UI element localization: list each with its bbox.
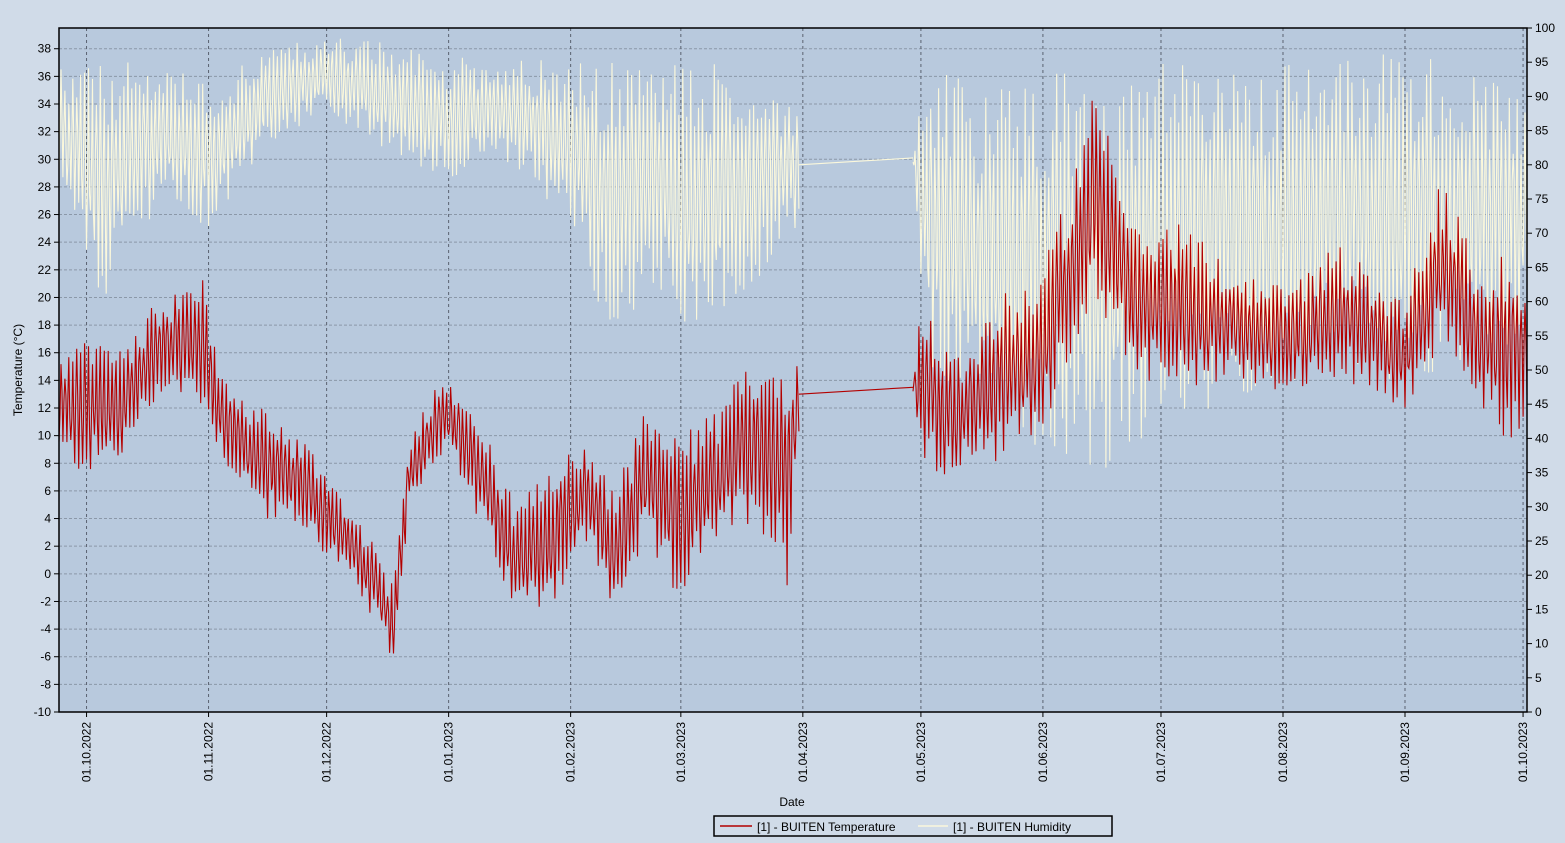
humidity-line-part2 [912,54,1528,468]
legend-box [713,815,1113,837]
right-tick-label: 40 [1535,431,1549,445]
left-tick-label: 18 [38,318,52,332]
left-tick-label: 8 [44,456,51,470]
right-axis: 1009590858075706560555045403530252015105… [1527,21,1555,719]
left-tick-label: 0 [44,567,51,581]
temperature-gap-connector [798,386,914,395]
left-tick-label: 22 [38,263,52,277]
x-tick-label: 01.10.2023 [1516,722,1530,782]
right-tick-label: 80 [1535,158,1549,172]
right-tick-label: 60 [1535,295,1549,309]
left-tick-label: 12 [38,401,52,415]
left-tick-label: 36 [38,69,52,83]
left-tick-label: 20 [38,290,52,304]
right-tick-label: 75 [1535,192,1549,206]
right-tick-label: 5 [1535,671,1542,685]
temperature-line-part1 [58,280,800,654]
left-tick-label: 28 [38,180,52,194]
left-tick-label: 6 [44,484,51,498]
x-tick-label: 01.10.2022 [80,722,94,782]
right-tick-label: 10 [1535,637,1549,651]
left-tick-label: 10 [38,429,52,443]
left-tick-label: 14 [38,373,52,387]
x-tick-label: 01.08.2023 [1276,722,1290,782]
x-tick-label: 01.06.2023 [1036,722,1050,782]
right-tick-label: 25 [1535,534,1549,548]
x-tick-label: 01.01.2023 [442,722,456,782]
right-tick-label: 85 [1535,124,1549,138]
left-tick-label: -10 [34,705,52,719]
temperature-series [58,100,1528,654]
left-axis: 38363432302826242220181614121086420-2-4-… [34,42,59,719]
right-tick-label: 70 [1535,226,1549,240]
left-tick-label: 30 [38,152,52,166]
right-tick-label: 55 [1535,329,1549,343]
x-tick-label: 01.07.2023 [1154,722,1168,782]
right-tick-label: 100 [1535,21,1555,35]
humidity-gap-connector [798,157,914,166]
legend-label-humidity: [1] - BUITEN Humidity [953,820,1071,834]
right-tick-label: 50 [1535,363,1549,377]
right-tick-label: 90 [1535,89,1549,103]
x-tick-label: 01.02.2023 [564,722,578,782]
left-tick-label: 16 [38,346,52,360]
y-axis-title: Temperature (°C) [11,324,25,416]
right-tick-label: 45 [1535,397,1549,411]
left-tick-label: 2 [44,539,51,553]
left-tick-label: -6 [40,650,51,664]
left-tick-label: 34 [38,97,52,111]
x-axis: 01.10.2022 01.11.2022 01.12.2022 01.01.2023… [80,712,1530,782]
x-tick-label: 01.12.2022 [320,722,334,782]
left-tick-label: 26 [38,208,52,222]
temperature-line-part2 [912,100,1528,475]
x-axis-title: Date [779,795,805,809]
right-tick-label: 30 [1535,500,1549,514]
x-tick-label: 01.11.2022 [202,722,216,781]
x-tick-label: 01.09.2023 [1398,722,1412,782]
x-tick-label: 01.03.2023 [674,722,688,782]
right-tick-label: 65 [1535,260,1549,274]
left-tick-label: 38 [38,42,52,56]
left-tick-label: 32 [38,125,52,139]
humidity-line-part1 [58,38,800,322]
x-tick-label: 01.05.2023 [914,722,928,782]
legend: [1] - BUITEN Temperature [1] - BUITEN Hu… [713,815,1113,837]
right-tick-label: 95 [1535,55,1549,69]
humidity-series [58,38,1528,468]
right-tick-label: 0 [1535,705,1542,719]
left-tick-label: -2 [40,594,51,608]
x-tick-label: 01.04.2023 [796,722,810,782]
left-tick-label: 24 [38,235,52,249]
right-tick-label: 20 [1535,568,1549,582]
right-tick-label: 35 [1535,466,1549,480]
left-tick-label: 4 [44,512,51,526]
legend-label-temperature: [1] - BUITEN Temperature [757,820,896,834]
left-tick-label: -4 [40,622,51,636]
left-tick-label: -8 [40,677,51,691]
right-tick-label: 15 [1535,602,1549,616]
